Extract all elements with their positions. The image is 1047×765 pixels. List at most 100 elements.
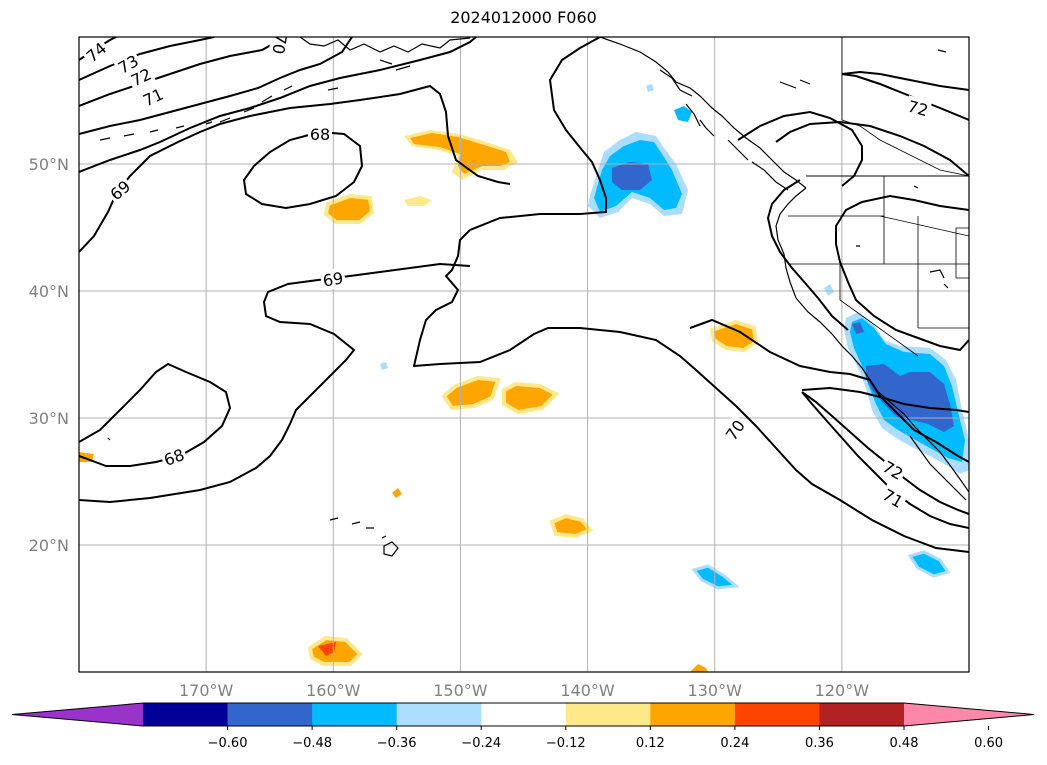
colorbar-segment <box>143 703 229 726</box>
negative-anomaly-patch <box>612 162 652 190</box>
contour-line <box>835 194 969 352</box>
contour-label-background <box>319 267 347 291</box>
state-borders <box>788 176 969 357</box>
positive-anomaly-patch <box>323 193 375 224</box>
colorbar-segment <box>396 703 482 726</box>
colorbar-extend-min <box>12 703 143 726</box>
contour-line <box>801 391 969 529</box>
contour-label-background <box>308 124 332 144</box>
positive-anomaly-patch <box>392 488 402 498</box>
coastlines <box>99 37 969 557</box>
contour-label-background <box>877 483 909 513</box>
positive-anomaly-patch <box>318 642 336 656</box>
longitude-label: 140°W <box>560 681 615 700</box>
colorbar-tick-label: 0.24 <box>720 736 749 751</box>
anomaly-fills <box>79 84 969 672</box>
longitude-label: 130°W <box>688 681 743 700</box>
longitude-label: 170°W <box>179 681 234 700</box>
contour-line <box>79 362 232 467</box>
map-title: 2024012000 F060 <box>450 8 597 27</box>
positive-anomaly-patch <box>307 635 363 666</box>
latitude-label: 20°N <box>29 536 69 555</box>
longitude-label: 120°W <box>815 681 870 700</box>
colorbar: −0.60 −0.48 −0.36 −0.24 −0.12 0.12 0.24 0.36 0.4… <box>11 702 1035 751</box>
contour-label-text: 72 <box>906 97 931 121</box>
gridlines <box>79 37 969 672</box>
contour-line <box>79 37 477 173</box>
contour-line <box>79 37 353 135</box>
contour-label: 69 <box>319 267 347 291</box>
latitude-label: 40°N <box>29 282 69 301</box>
contour-line <box>775 120 969 177</box>
latitude-label: 30°N <box>29 409 69 428</box>
negative-anomaly-patch <box>866 364 954 432</box>
map-frame <box>78 36 970 673</box>
colorbar-tick-label: −0.48 <box>292 736 332 751</box>
contour-label-text: 68 <box>310 125 330 144</box>
negative-anomaly-patch <box>907 550 951 578</box>
alaska-islands <box>99 59 411 141</box>
bc-islands <box>659 69 789 191</box>
contour-line <box>689 318 969 463</box>
canada-interior <box>841 37 969 177</box>
colorbar-tick-label: −0.36 <box>377 736 417 751</box>
colorbar-tick-label: 0.12 <box>636 736 665 751</box>
contour-line <box>801 386 969 413</box>
contour-label-background <box>80 37 112 68</box>
contour-line <box>737 110 863 187</box>
colorbar-segment <box>481 703 567 726</box>
positive-anomaly-patch <box>404 196 432 206</box>
negative-anomaly-patch <box>380 362 388 370</box>
positive-anomaly-patch <box>502 381 560 415</box>
map-background <box>79 37 969 672</box>
negative-anomaly-patch <box>646 84 654 92</box>
contour-label-background <box>125 62 157 92</box>
contour-label: 70 <box>268 32 292 58</box>
colorbar-segment <box>734 703 820 726</box>
colorbar-tick-label: 0.36 <box>805 736 834 751</box>
contour-label-background <box>137 82 169 112</box>
contour-line <box>79 37 215 81</box>
hawaii-islands <box>329 517 399 557</box>
positive-anomaly-patch <box>441 375 501 411</box>
negative-anomaly-patch <box>674 106 692 122</box>
contour-label-background <box>159 443 189 471</box>
colorbar-segment <box>312 703 398 726</box>
contour-label-background <box>104 174 136 206</box>
contour-label: 72 <box>903 95 933 121</box>
contour-label-text: 70 <box>268 32 290 55</box>
contour-label-background <box>903 95 933 121</box>
contour-label-background <box>719 414 751 446</box>
longitude-label: 160°W <box>306 681 361 700</box>
contour-label-background <box>877 455 909 485</box>
colorbar-segment <box>819 703 905 726</box>
colorbar-extend-max <box>904 703 1034 726</box>
alaska-coast <box>299 37 471 53</box>
contour-line <box>242 130 364 210</box>
positive-anomaly-patch <box>549 513 594 539</box>
contour-label: 68 <box>308 124 332 144</box>
latitude-labels: 50°N 40°N 30°N 20°N <box>29 155 69 555</box>
colorbar-tick-label: −0.60 <box>208 736 248 751</box>
contour-line <box>766 179 849 331</box>
small-islands <box>107 49 949 441</box>
bc-coast <box>599 37 807 189</box>
negative-anomaly-patch <box>824 284 834 296</box>
positive-anomaly-patch <box>709 319 759 353</box>
contour-label-background <box>112 49 144 79</box>
colorbar-tick-label: −0.24 <box>461 736 501 751</box>
negative-anomaly-patch <box>852 322 864 334</box>
colorbar-tick-label: −0.12 <box>546 736 586 751</box>
latitude-label: 50°N <box>29 155 69 174</box>
colorbar-tick-label: 0.48 <box>890 736 919 751</box>
longitude-label: 150°W <box>433 681 488 700</box>
contour-line <box>412 37 969 553</box>
colorbar-tick-label: 0.60 <box>974 736 1003 751</box>
colorbar-segment <box>650 703 736 726</box>
colorbar-segment <box>565 703 651 726</box>
longitude-labels: 170°W 160°W 150°W 140°W 130°W 120°W <box>179 681 869 700</box>
colorbar-segment <box>227 703 313 726</box>
us-west-coast <box>775 187 969 493</box>
positive-anomaly-patch <box>690 664 708 672</box>
